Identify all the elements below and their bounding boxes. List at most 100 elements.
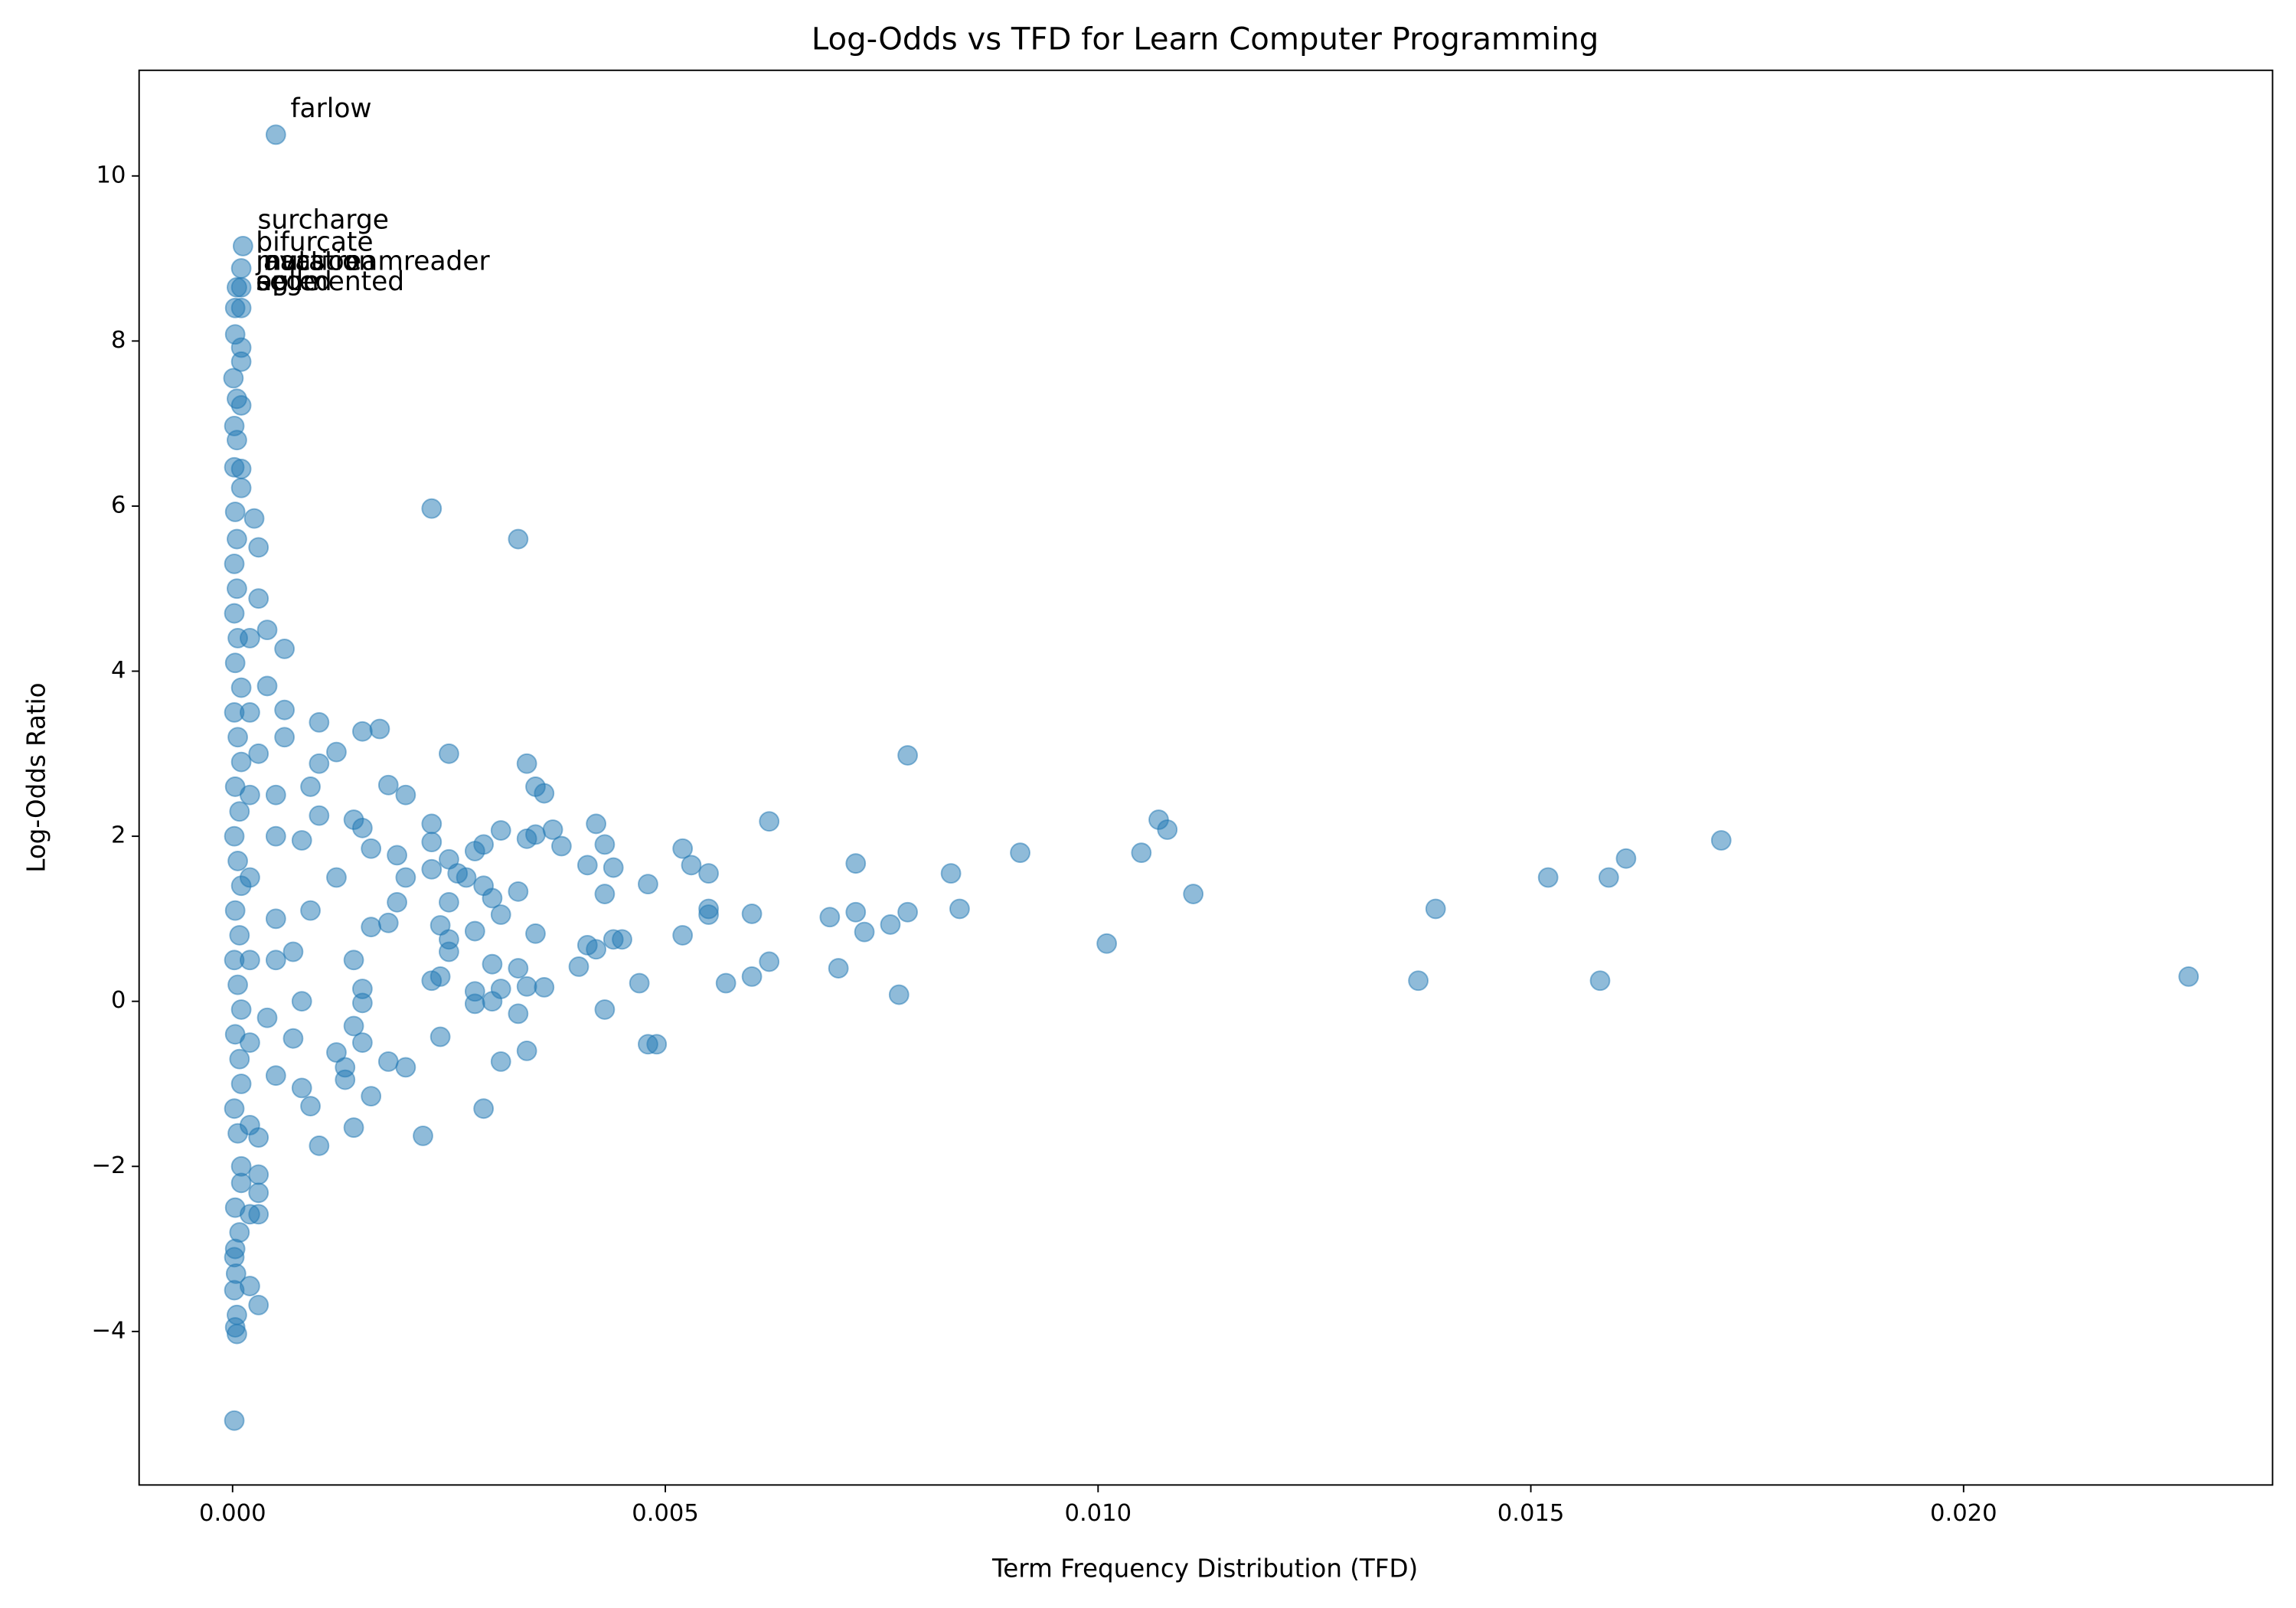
annotation: agile (256, 266, 319, 297)
point (230, 999, 252, 1020)
y-tick-label: 0 (111, 987, 126, 1014)
point (1710, 830, 1732, 851)
point (300, 900, 321, 921)
point (421, 813, 443, 835)
point (227, 727, 248, 748)
point (309, 753, 330, 774)
point (230, 1155, 252, 1177)
point (845, 853, 867, 874)
point (223, 368, 244, 389)
point (439, 743, 459, 764)
point (343, 949, 364, 971)
x-tick-label: 0.020 (1930, 1500, 1997, 1527)
point (759, 951, 780, 972)
x-tick-label: 0.015 (1497, 1500, 1565, 1527)
point (395, 867, 416, 888)
point (429, 1026, 451, 1047)
point (516, 976, 537, 997)
point (224, 502, 246, 522)
point (629, 972, 650, 994)
point (525, 923, 546, 944)
point (300, 776, 321, 797)
point (240, 949, 260, 971)
point (516, 1040, 537, 1061)
point (240, 702, 260, 723)
point (490, 904, 511, 925)
point (508, 881, 529, 902)
point (413, 1125, 433, 1146)
point (387, 891, 407, 913)
point (897, 901, 918, 923)
y-tick-label: 4 (111, 657, 126, 684)
point (291, 1077, 312, 1099)
point (227, 430, 247, 451)
point (1131, 842, 1152, 864)
point (256, 675, 278, 697)
annotation: surcharge (257, 204, 388, 235)
point (464, 841, 485, 861)
point (224, 554, 245, 574)
point (1589, 970, 1611, 992)
annotation: javastreamreader (255, 246, 490, 276)
point (828, 958, 849, 979)
point (230, 677, 252, 698)
point (343, 1015, 364, 1037)
point (672, 925, 694, 946)
point (482, 887, 503, 909)
point (550, 835, 572, 857)
point (439, 941, 459, 963)
point (240, 1204, 260, 1225)
y-tick-label: 2 (111, 822, 126, 849)
y-tick-label: −2 (91, 1152, 126, 1179)
point (1010, 842, 1030, 864)
point (227, 851, 248, 871)
point (274, 639, 296, 659)
point (594, 999, 616, 1020)
point (508, 528, 529, 550)
point (576, 855, 598, 876)
point (482, 953, 503, 975)
point (1598, 867, 1619, 888)
point (300, 1096, 321, 1116)
point (516, 828, 537, 849)
point (224, 1280, 245, 1301)
point (888, 984, 910, 1005)
point (1096, 933, 1117, 954)
point (230, 751, 252, 773)
annotation: bifurcate (256, 227, 373, 257)
point (845, 901, 867, 923)
annotation: farlow (290, 93, 371, 124)
point (248, 1294, 269, 1315)
point (229, 925, 250, 946)
point (361, 838, 382, 859)
point (1615, 848, 1637, 869)
point (265, 825, 286, 847)
x-axis-label: Term Frequency Distribution (TFD) (991, 1554, 1418, 1583)
point (224, 1238, 246, 1260)
point (227, 1323, 247, 1345)
point (516, 753, 537, 774)
point (854, 921, 875, 943)
point (291, 991, 312, 1012)
point (224, 297, 246, 319)
point (248, 1127, 269, 1148)
point (230, 395, 252, 416)
point (227, 528, 247, 550)
point (759, 811, 780, 832)
point (638, 874, 658, 895)
y-tick-label: −4 (91, 1317, 126, 1344)
point (949, 898, 970, 920)
point (395, 784, 416, 806)
point (741, 966, 763, 987)
point (672, 838, 694, 859)
y-tick-label: 8 (111, 327, 126, 354)
plot-frame (138, 69, 2274, 1486)
point (421, 498, 443, 519)
point (421, 858, 443, 880)
point (224, 900, 246, 921)
point (256, 619, 278, 641)
point (230, 1074, 252, 1094)
point (369, 718, 390, 740)
point (248, 1164, 269, 1185)
